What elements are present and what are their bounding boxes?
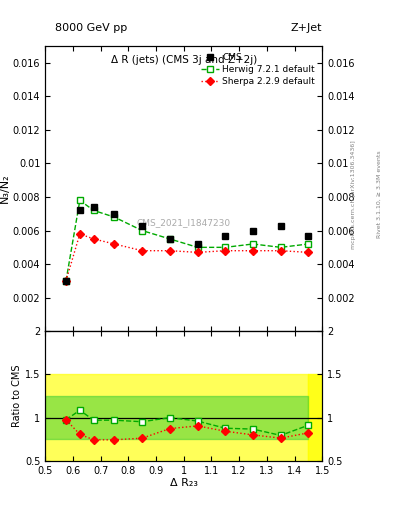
Herwig 7.2.1 default <box>306 241 311 247</box>
Herwig 7.2.1 default <box>77 197 82 203</box>
Sherpa 2.2.9 default <box>77 231 82 237</box>
Herwig 7.2.1 default <box>167 236 172 242</box>
CMS <box>64 278 68 284</box>
Herwig 7.2.1 default <box>112 214 117 220</box>
CMS <box>306 232 311 239</box>
Line: CMS: CMS <box>63 204 312 284</box>
CMS <box>223 232 228 239</box>
Herwig 7.2.1 default <box>140 227 145 233</box>
Text: Δ R (jets) (CMS 3j and Z+2j): Δ R (jets) (CMS 3j and Z+2j) <box>110 55 257 65</box>
CMS <box>167 236 172 242</box>
CMS <box>77 207 82 214</box>
Text: 8000 GeV pp: 8000 GeV pp <box>55 23 127 33</box>
X-axis label: Δ R₂₃: Δ R₂₃ <box>170 478 198 488</box>
CMS <box>112 211 117 217</box>
Sherpa 2.2.9 default <box>167 248 172 254</box>
CMS <box>91 204 96 210</box>
Sherpa 2.2.9 default <box>306 249 311 255</box>
Y-axis label: N₃/N₂: N₃/N₂ <box>0 174 10 203</box>
Herwig 7.2.1 default <box>64 278 68 284</box>
Herwig 7.2.1 default <box>278 244 283 250</box>
CMS <box>195 241 200 247</box>
Sherpa 2.2.9 default <box>112 241 117 247</box>
Text: mcplots.cern.ch [arXiv:1306.3436]: mcplots.cern.ch [arXiv:1306.3436] <box>351 140 356 249</box>
Sherpa 2.2.9 default <box>140 248 145 254</box>
Y-axis label: Ratio to CMS: Ratio to CMS <box>12 365 22 427</box>
Text: CMS_2021_I1847230: CMS_2021_I1847230 <box>137 218 231 227</box>
Line: Sherpa 2.2.9 default: Sherpa 2.2.9 default <box>63 231 311 284</box>
Herwig 7.2.1 default <box>91 207 96 214</box>
Sherpa 2.2.9 default <box>223 248 228 254</box>
Herwig 7.2.1 default <box>223 244 228 250</box>
Text: Z+Jet: Z+Jet <box>291 23 322 33</box>
Sherpa 2.2.9 default <box>91 236 96 242</box>
CMS <box>140 223 145 229</box>
CMS <box>251 227 255 233</box>
Herwig 7.2.1 default <box>195 244 200 250</box>
Line: Herwig 7.2.1 default: Herwig 7.2.1 default <box>63 197 312 284</box>
Herwig 7.2.1 default <box>251 241 255 247</box>
Text: Rivet 3.1.10, ≥ 3.3M events: Rivet 3.1.10, ≥ 3.3M events <box>377 151 382 239</box>
Sherpa 2.2.9 default <box>64 278 68 284</box>
Sherpa 2.2.9 default <box>251 248 255 254</box>
Sherpa 2.2.9 default <box>195 249 200 255</box>
Legend: CMS, Herwig 7.2.1 default, Sherpa 2.2.9 default: CMS, Herwig 7.2.1 default, Sherpa 2.2.9 … <box>198 51 318 89</box>
CMS <box>278 223 283 229</box>
Sherpa 2.2.9 default <box>278 248 283 254</box>
